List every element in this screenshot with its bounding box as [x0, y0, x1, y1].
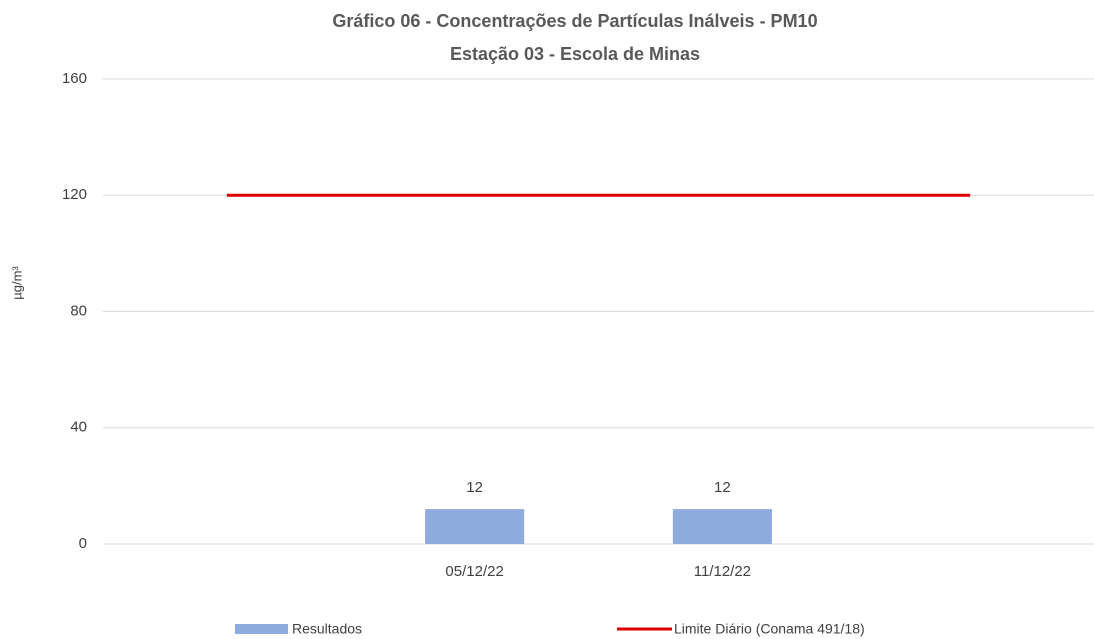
data-label: 12 [714, 479, 731, 496]
legend-label: Limite Diário (Conama 491/18) [674, 621, 865, 637]
y-tick-label: 80 [70, 302, 87, 319]
y-axis-label: µg/m³ [9, 266, 24, 300]
x-tick-label: 05/12/22 [445, 563, 503, 580]
data-label: 12 [466, 479, 483, 496]
chart-title: Gráfico 06 - Concentrações de Partículas… [332, 11, 817, 31]
chart-subtitle: Estação 03 - Escola de Minas [450, 44, 700, 64]
y-tick-label: 120 [62, 186, 87, 203]
y-tick-label: 160 [62, 70, 87, 87]
bar [425, 509, 525, 544]
legend-label: Resultados [292, 621, 362, 637]
y-tick-label: 0 [79, 535, 87, 552]
legend-swatch [235, 624, 288, 634]
bar [672, 509, 772, 544]
y-tick-label: 40 [70, 419, 87, 436]
x-tick-label: 11/12/22 [694, 563, 751, 580]
